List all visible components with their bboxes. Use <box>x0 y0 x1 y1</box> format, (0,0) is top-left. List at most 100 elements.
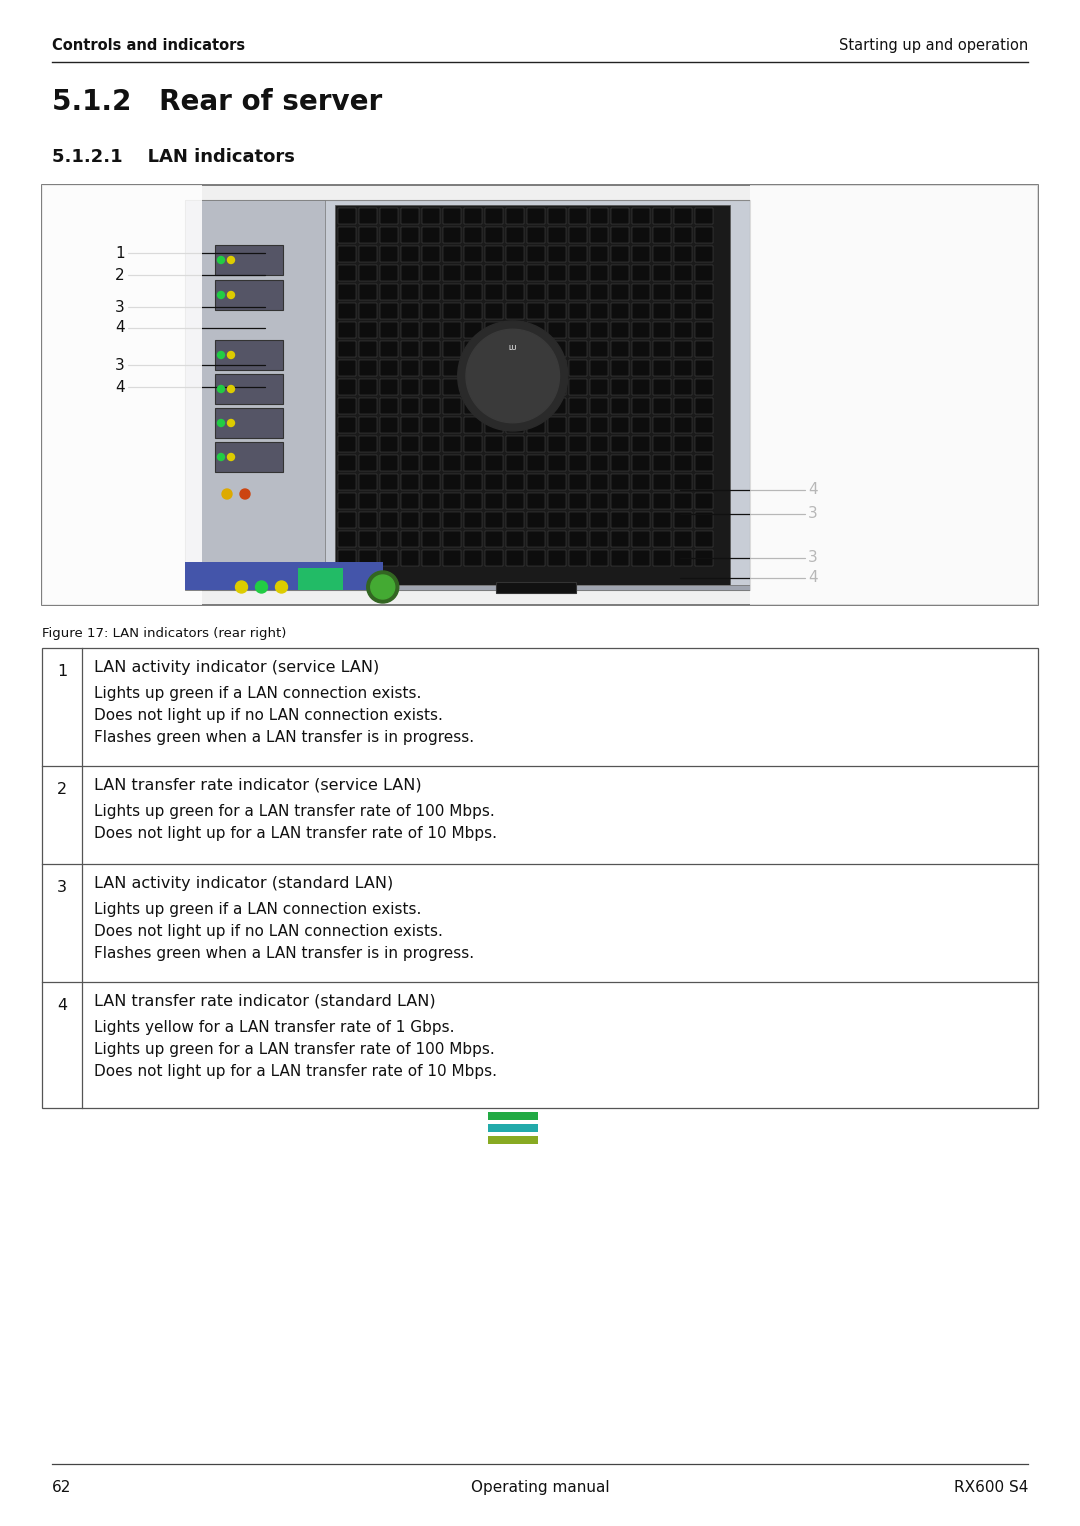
Bar <box>590 360 608 375</box>
Bar <box>359 304 377 319</box>
Bar <box>485 549 503 566</box>
Bar <box>422 304 440 319</box>
Bar <box>422 513 440 528</box>
Bar <box>569 378 588 395</box>
Text: Figure 17: LAN indicators (rear right): Figure 17: LAN indicators (rear right) <box>42 627 286 639</box>
Circle shape <box>228 256 234 264</box>
Bar <box>185 200 750 591</box>
Bar <box>548 208 566 224</box>
Bar <box>464 360 482 375</box>
Bar <box>674 266 692 281</box>
Text: 2: 2 <box>57 781 67 797</box>
Bar <box>443 340 461 357</box>
Bar <box>527 227 545 243</box>
Bar <box>696 378 713 395</box>
Bar <box>401 513 419 528</box>
Bar <box>569 549 588 566</box>
Text: 2: 2 <box>114 267 124 282</box>
Text: Operating manual: Operating manual <box>471 1480 609 1495</box>
Bar <box>611 475 629 490</box>
Bar <box>527 360 545 375</box>
Bar <box>485 455 503 472</box>
Bar <box>674 549 692 566</box>
Bar <box>507 266 524 281</box>
Bar <box>359 455 377 472</box>
Text: Lights up green for a LAN transfer rate of 100 Mbps.: Lights up green for a LAN transfer rate … <box>94 1042 495 1058</box>
Bar <box>338 208 356 224</box>
Bar <box>422 398 440 414</box>
Bar <box>443 360 461 375</box>
Bar <box>548 475 566 490</box>
Bar <box>696 322 713 337</box>
Bar <box>380 246 399 262</box>
Bar <box>335 204 730 584</box>
Text: 4: 4 <box>808 482 818 497</box>
Bar <box>653 246 671 262</box>
Bar <box>611 284 629 301</box>
Bar <box>527 436 545 452</box>
Bar <box>632 417 650 433</box>
Bar <box>674 513 692 528</box>
Bar <box>611 493 629 510</box>
Circle shape <box>275 581 287 594</box>
Bar <box>443 531 461 546</box>
Circle shape <box>228 351 234 359</box>
Bar <box>569 398 588 414</box>
Bar <box>485 493 503 510</box>
Bar <box>548 436 566 452</box>
Bar <box>674 493 692 510</box>
Bar <box>422 322 440 337</box>
Bar <box>443 475 461 490</box>
Circle shape <box>228 386 234 392</box>
Bar <box>359 417 377 433</box>
Bar <box>359 513 377 528</box>
Bar <box>696 513 713 528</box>
Bar <box>507 340 524 357</box>
Bar <box>548 304 566 319</box>
Bar <box>569 360 588 375</box>
Bar <box>569 304 588 319</box>
Bar <box>185 584 750 591</box>
Text: 5.1.2.1    LAN indicators: 5.1.2.1 LAN indicators <box>52 148 295 166</box>
Bar <box>696 340 713 357</box>
Bar <box>401 360 419 375</box>
Bar <box>401 436 419 452</box>
Bar <box>338 549 356 566</box>
Bar <box>750 185 1038 604</box>
Bar <box>401 208 419 224</box>
Bar <box>674 475 692 490</box>
Bar <box>401 549 419 566</box>
Text: 5.1.2  Rear of server: 5.1.2 Rear of server <box>52 89 382 116</box>
Bar <box>611 322 629 337</box>
Bar <box>42 185 1038 604</box>
Bar <box>485 266 503 281</box>
Bar <box>527 304 545 319</box>
Bar <box>380 417 399 433</box>
Bar <box>653 455 671 472</box>
Text: 62: 62 <box>52 1480 71 1495</box>
Bar <box>359 398 377 414</box>
Text: Does not light up for a LAN transfer rate of 10 Mbps.: Does not light up for a LAN transfer rat… <box>94 1064 497 1079</box>
Bar <box>611 417 629 433</box>
Bar <box>338 360 356 375</box>
Bar <box>696 549 713 566</box>
Bar <box>507 398 524 414</box>
Bar <box>653 475 671 490</box>
Bar <box>696 360 713 375</box>
Bar <box>569 455 588 472</box>
Circle shape <box>228 453 234 461</box>
Bar <box>611 455 629 472</box>
Circle shape <box>256 581 268 594</box>
Bar <box>464 549 482 566</box>
Bar <box>674 284 692 301</box>
Text: 3: 3 <box>57 881 67 896</box>
Bar <box>338 246 356 262</box>
Bar <box>464 475 482 490</box>
Bar <box>507 493 524 510</box>
Bar <box>464 304 482 319</box>
Bar <box>674 417 692 433</box>
Bar <box>653 208 671 224</box>
Bar <box>443 322 461 337</box>
Bar <box>380 284 399 301</box>
Bar <box>548 227 566 243</box>
